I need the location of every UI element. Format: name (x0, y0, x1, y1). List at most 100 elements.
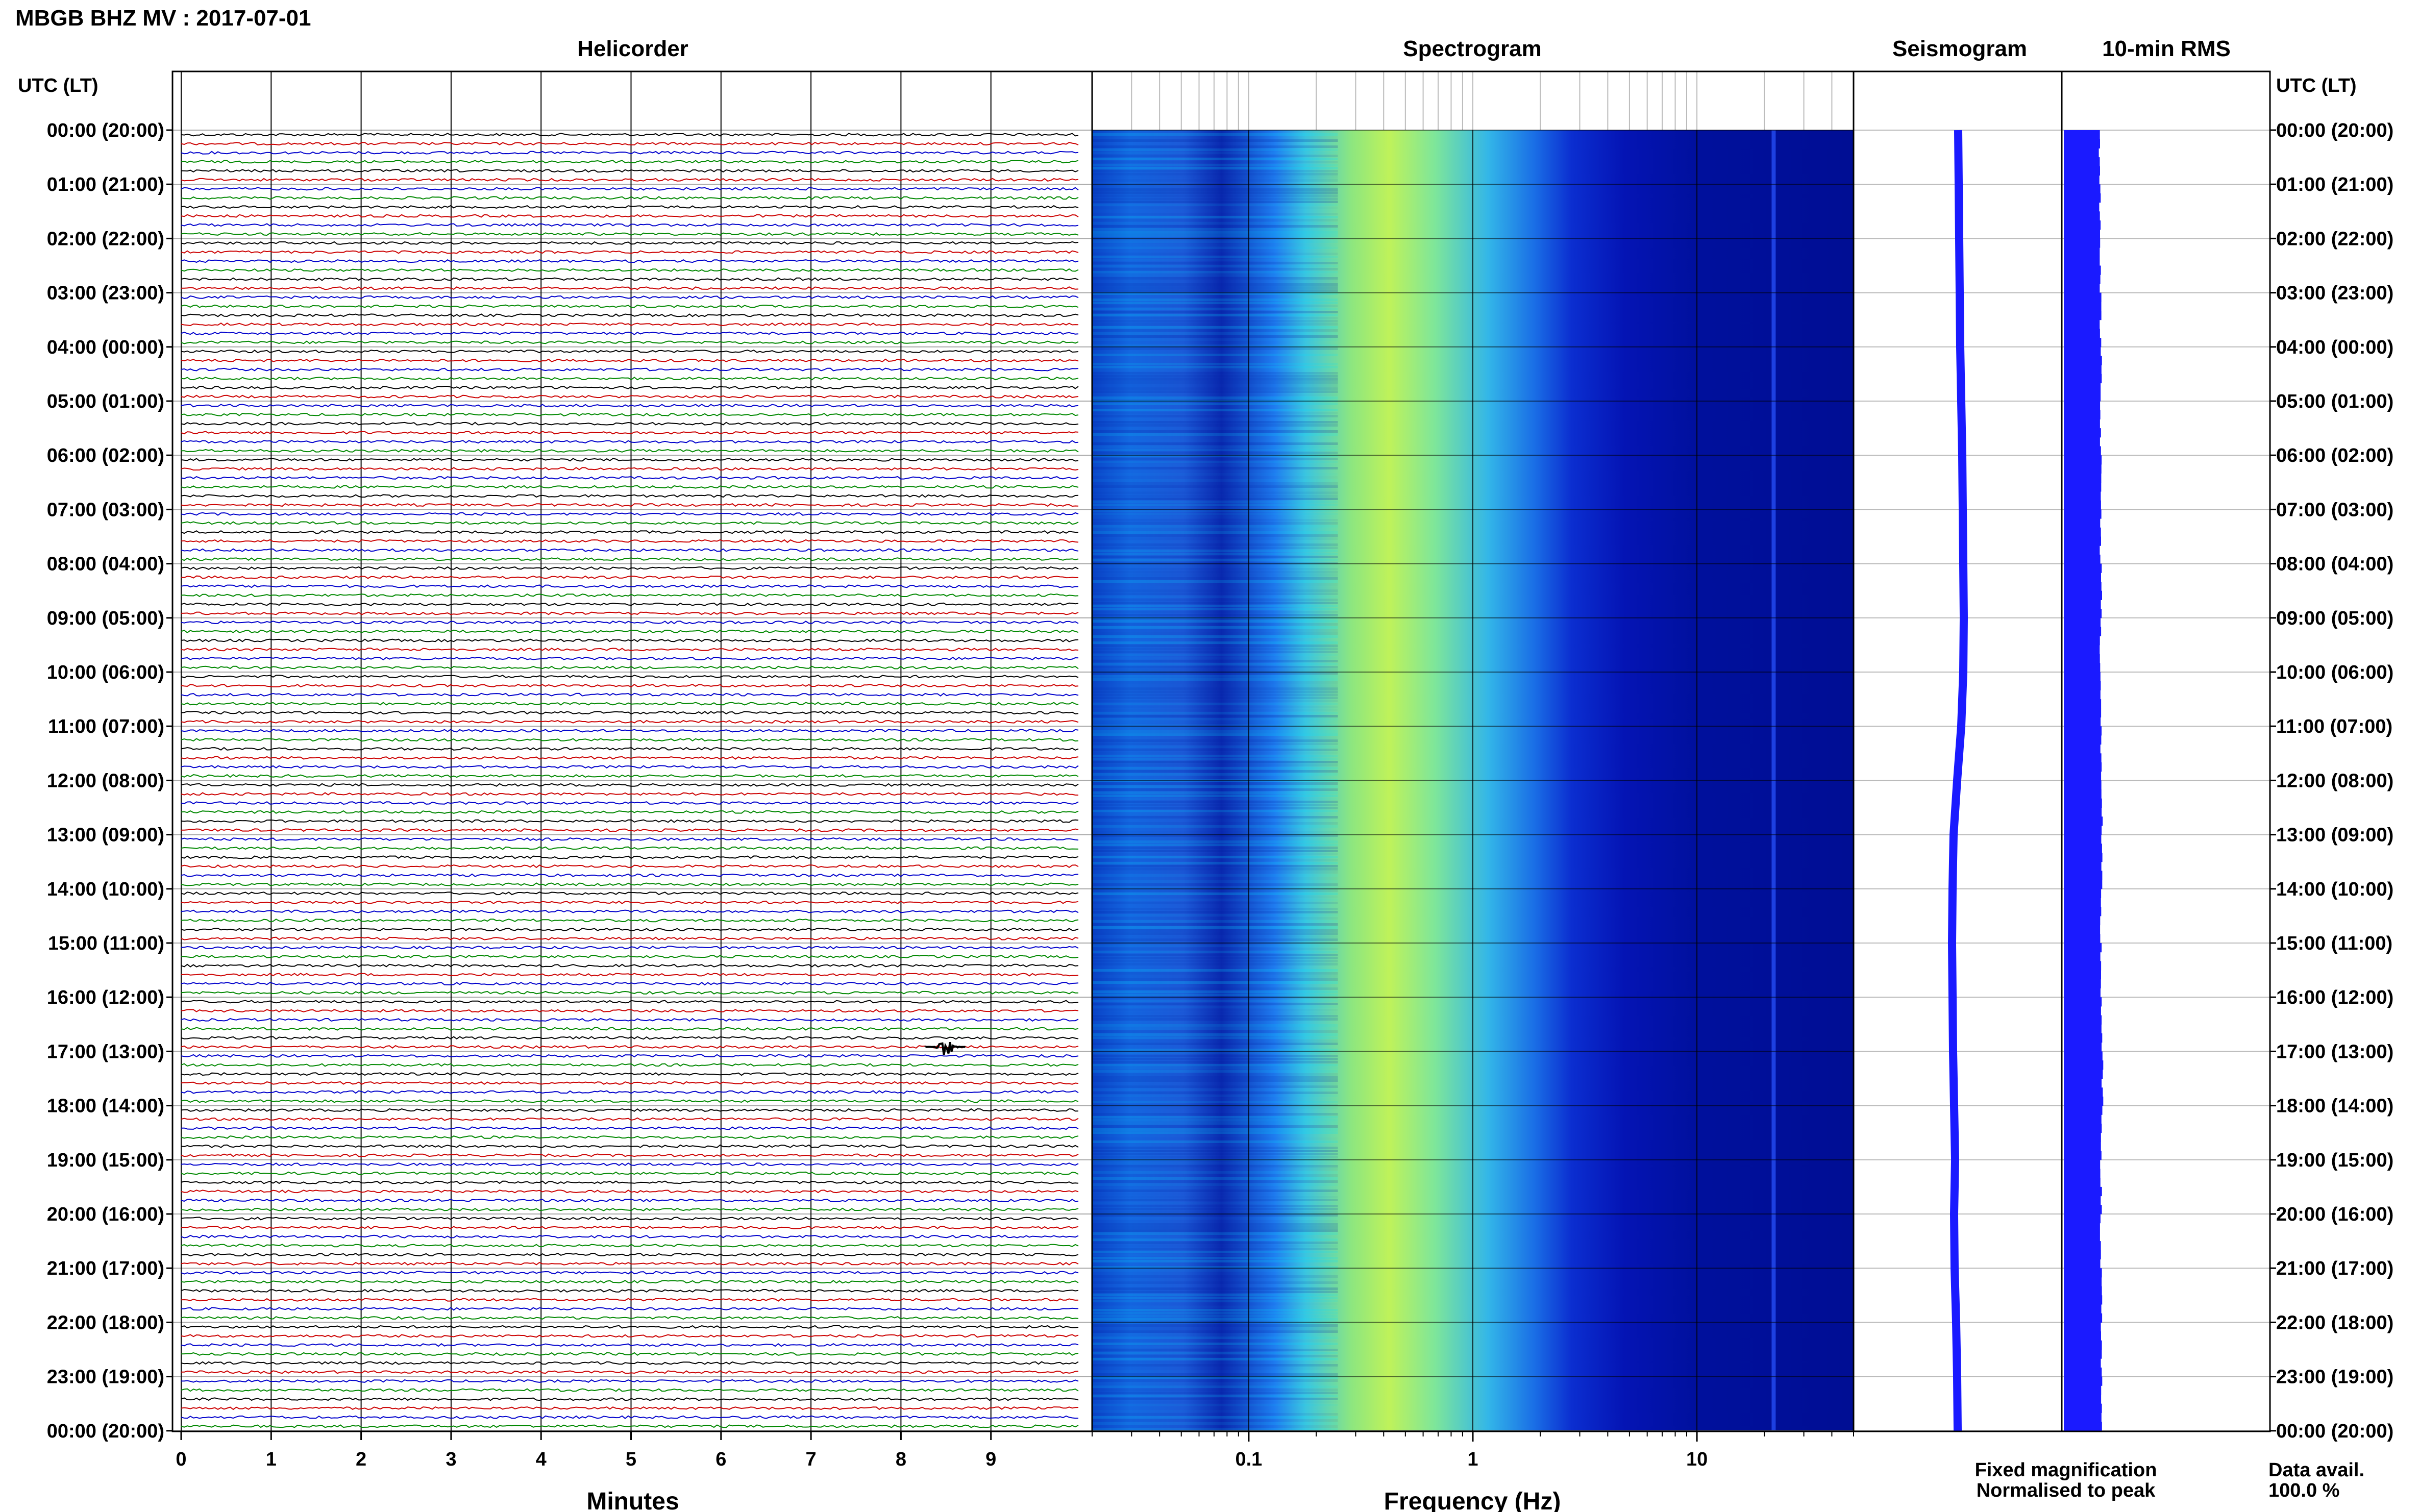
time-label-left: 09:00 (05:00) (47, 608, 164, 629)
minute-tick-label: 4 (536, 1449, 547, 1470)
time-label-right: 18:00 (14:00) (2276, 1096, 2393, 1117)
rms-bar (2064, 807, 2102, 817)
rms-bar (2064, 211, 2100, 221)
rms-bar (2064, 771, 2102, 781)
spectrogram-row (1092, 880, 1338, 883)
minute-tick-label: 8 (896, 1449, 906, 1470)
spectrogram-row (1092, 494, 1338, 497)
spectrogram-row (1092, 243, 1338, 246)
spectrogram-row (1092, 1416, 1338, 1419)
spectrogram-row (1092, 323, 1338, 326)
spectrogram-row (1092, 877, 1338, 880)
helicorder-trace (181, 882, 1079, 886)
time-label-right: 13:00 (09:00) (2276, 825, 2393, 846)
spectrogram-row (1092, 1024, 1338, 1027)
helicorder-trace (181, 692, 1079, 697)
spectrogram-row (1092, 730, 1338, 733)
helicorder-trace (181, 422, 1079, 426)
spectrogram-row (1092, 837, 1338, 840)
spectrogram-row (1092, 507, 1338, 509)
helicorder-trace (181, 900, 1079, 904)
helicorder-trace (181, 458, 1079, 462)
time-label-left: 12:00 (08:00) (47, 770, 164, 791)
spectrogram-row (1092, 210, 1338, 212)
spectrogram-row (1092, 840, 1338, 843)
spectrogram-row (1092, 911, 1338, 913)
spectrogram-row (1092, 592, 1338, 595)
spectrogram-row (1092, 424, 1338, 427)
spectrogram-row (1092, 510, 1338, 512)
spectrogram-row (1092, 773, 1338, 776)
rms-bar (2064, 247, 2100, 257)
spectrogram-row (1092, 893, 1338, 895)
rms-bar (2064, 915, 2101, 926)
spectrogram-row (1092, 1257, 1338, 1259)
time-label-left: 07:00 (03:00) (47, 499, 164, 520)
time-label-right: 04:00 (00:00) (2276, 337, 2393, 358)
spectrogram-row (1092, 788, 1338, 791)
spectrogram-row (1092, 176, 1338, 179)
helicorder-trace (181, 133, 1079, 137)
spectrogram-row (1092, 926, 1338, 929)
spectrogram-row (1092, 449, 1338, 451)
rms-bar (2064, 1114, 2102, 1124)
rms-bar (2064, 681, 2101, 690)
spectrogram-row (1092, 834, 1338, 837)
utc-label-left: UTC (LT) (18, 75, 98, 96)
helicorder-trace (181, 259, 1079, 263)
spectrogram-row (1092, 908, 1338, 910)
spectrogram-row (1092, 445, 1338, 448)
time-label-left: 01:00 (21:00) (47, 174, 164, 195)
helicorder-trace (181, 828, 1079, 832)
spectrogram-row (1092, 638, 1338, 641)
spectrogram-row (1092, 234, 1338, 237)
helicorder-trace (181, 467, 1079, 471)
helicorder-trace (181, 566, 1079, 571)
spectrogram-row (1092, 1177, 1338, 1180)
spectrogram-row (1092, 589, 1338, 592)
spectrogram-row (1092, 651, 1338, 653)
helicorder-trace (181, 683, 1079, 688)
spectrogram-row (1092, 452, 1338, 454)
spectrogram-row (1092, 308, 1338, 310)
spectrogram-row (1092, 317, 1338, 319)
time-label-right: 00:00 (20:00) (2276, 1421, 2393, 1442)
rms-bar (2064, 861, 2102, 871)
spectrogram-row (1092, 161, 1338, 163)
spectrogram-row (1092, 262, 1338, 264)
rms-bar (2064, 825, 2102, 835)
spectrogram-row (1092, 366, 1338, 368)
spectrogram-row (1092, 614, 1338, 616)
rms-bar (2064, 175, 2100, 185)
rms-bar (2064, 925, 2101, 934)
rms-bar (2064, 329, 2100, 338)
spectrogram-row (1092, 326, 1338, 329)
rms-bar (2064, 374, 2102, 384)
helicorder-trace (181, 1334, 1079, 1338)
rms-bar (2064, 844, 2102, 853)
spectrogram-row (1092, 752, 1338, 754)
spectrogram-row (1092, 378, 1338, 381)
spectrogram-row (1092, 1355, 1338, 1357)
rms-bar (2064, 1124, 2102, 1133)
spectrogram-row (1092, 822, 1338, 825)
spectrogram-row (1092, 1186, 1338, 1189)
rms-bar (2064, 1205, 2102, 1214)
rms-bar (2064, 338, 2102, 348)
spectrogram-row (1092, 222, 1338, 225)
spectrogram-row (1092, 194, 1338, 197)
spectrogram-row (1092, 393, 1338, 396)
helicorder-trace (181, 611, 1079, 615)
spectrogram-row (1092, 847, 1338, 849)
rms-bar (2064, 202, 2100, 212)
spectrogram-row (1092, 693, 1338, 696)
helicorder-trace (181, 313, 1079, 317)
spectrogram-row (1092, 305, 1338, 307)
spectrogram-row (1092, 335, 1338, 338)
spectrogram-row (1092, 1300, 1338, 1302)
helicorder-trace (181, 675, 1079, 679)
spectrogram-row (1092, 767, 1338, 770)
spectrogram-row (1092, 1229, 1338, 1232)
spectrogram-row (1092, 1196, 1338, 1198)
time-label-left: 14:00 (10:00) (47, 879, 164, 900)
